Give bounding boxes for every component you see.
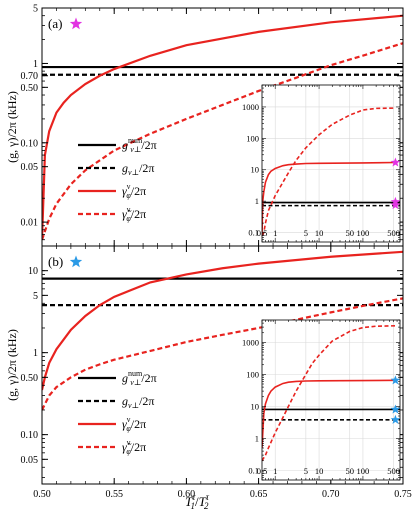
inset-x-tick-label: 50 bbox=[345, 466, 354, 476]
y-tick-label: 0.05 bbox=[21, 162, 39, 173]
series-line-2 bbox=[42, 14, 403, 240]
x-tick-label: 0.70 bbox=[322, 489, 340, 500]
inset-frame bbox=[261, 319, 401, 481]
x-tick-label: 0.60 bbox=[178, 489, 196, 500]
inset-series-line-2 bbox=[262, 379, 396, 449]
y-tick-label: 0.01 bbox=[21, 218, 39, 229]
inset-y-tick-label: 0.1 bbox=[248, 228, 259, 238]
inset-x-tick-label: 10 bbox=[315, 228, 324, 238]
inset-x-tick-label: 5 bbox=[304, 466, 308, 476]
inset-y-tick-label: 100 bbox=[246, 369, 259, 379]
y-tick-label: 0.05 bbox=[21, 455, 39, 466]
inset-x-tick-label: 10 bbox=[315, 466, 324, 476]
x-tick-label: 0.55 bbox=[105, 489, 123, 500]
panel-label: (b) bbox=[48, 254, 63, 269]
y-tick-label: 5 bbox=[33, 4, 38, 15]
inset-x-tick-label: 50 bbox=[345, 228, 354, 238]
inset-y-tick-label: 1000 bbox=[242, 337, 259, 347]
y-tick-label: 0.50 bbox=[21, 83, 39, 94]
y-tick-label: 0.10 bbox=[21, 430, 39, 441]
inset-star-icon-0 bbox=[390, 375, 401, 385]
inset-star-icon-0 bbox=[390, 157, 401, 167]
panel-b: 10 5 1 0.50 0.10 0.05 (g, γ)/2π (kHz) (b) gnum ν⊥… bbox=[5, 245, 404, 485]
x-tick-label: 0.65 bbox=[250, 489, 268, 500]
y-tick-label: 5 bbox=[33, 291, 38, 302]
legend-label-3: γ̃ν φ/2π bbox=[122, 205, 146, 223]
inset-x-tick-label: 1 bbox=[273, 466, 277, 476]
inset-series-line-3 bbox=[262, 107, 396, 237]
inset-y-tick-label: 1000 bbox=[242, 102, 259, 112]
inset-background bbox=[262, 320, 400, 480]
inset-x-tick-label: 100 bbox=[357, 466, 370, 476]
panel-label: (a) bbox=[48, 16, 62, 31]
inset-y-tick-label: 1 bbox=[255, 433, 259, 443]
y-tick-label: 1 bbox=[33, 348, 38, 359]
inset-y-tick-label: 100 bbox=[246, 133, 259, 143]
inset-y-tick-label: 1 bbox=[255, 196, 259, 206]
legend-label-1: gν⊥/2π bbox=[122, 394, 154, 410]
inset-series-line-2 bbox=[262, 161, 396, 236]
legend-label-0: gnum ν⊥/2π bbox=[122, 136, 157, 154]
inset-x-tick-label: 100 bbox=[357, 228, 370, 238]
inset-star-icon-2 bbox=[390, 414, 401, 424]
panel-a: 510.700.500.100.050.01(g, γ)/2π (kHz)(a)… bbox=[5, 4, 404, 247]
y-tick-label: 0.70 bbox=[21, 71, 39, 82]
legend-label-3: γ̃ν φ/2π bbox=[122, 438, 146, 456]
inset-star-icon-2 bbox=[390, 200, 401, 210]
inset-y-tick-label: 10 bbox=[251, 401, 260, 411]
panel-star-icon bbox=[69, 255, 83, 268]
inset-x-tick-label: 500 bbox=[387, 228, 400, 238]
y-tick-label: 10 bbox=[28, 266, 38, 277]
x-axis-label: Tτ 1/Tτ 2 bbox=[185, 492, 210, 511]
inset-y-tick-label: 0.1 bbox=[248, 465, 259, 475]
y-tick-label: 0.10 bbox=[21, 138, 39, 149]
series-line-3 bbox=[42, 42, 403, 241]
series-line-2 bbox=[42, 250, 403, 391]
legend-label-2: γν φ/2π bbox=[122, 415, 146, 433]
y-axis-label: (g, γ)/2π (kHz) bbox=[5, 91, 19, 163]
y-axis-label: (g, γ)/2π (kHz) bbox=[5, 329, 19, 401]
axes-frame bbox=[41, 245, 404, 485]
x-tick-label: 0.50 bbox=[33, 489, 51, 500]
y-tick-label: 0.50 bbox=[21, 373, 39, 384]
panel-star-icon bbox=[69, 17, 83, 30]
legend-label-2: γν φ/2π bbox=[122, 182, 146, 200]
inset-series-line-3 bbox=[262, 324, 396, 462]
inset-x-tick-label: 500 bbox=[387, 466, 400, 476]
legend-label-0: gnum ν⊥/2π bbox=[122, 369, 157, 387]
inset-x-tick-label: 5 bbox=[304, 228, 308, 238]
x-tick-label: 0.75 bbox=[394, 489, 412, 500]
series-line-3 bbox=[42, 297, 403, 411]
y-tick-label: 1 bbox=[33, 59, 38, 70]
inset-star-icon-1 bbox=[390, 404, 401, 414]
inset-frame bbox=[261, 84, 401, 243]
inset-x-tick-label: 1 bbox=[273, 228, 277, 238]
legend-label-1: gν⊥/2π bbox=[122, 161, 154, 177]
inset-y-tick-label: 10 bbox=[251, 165, 260, 175]
